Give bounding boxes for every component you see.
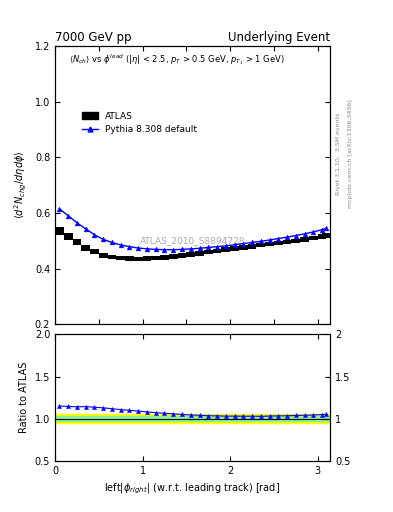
Text: Underlying Event: Underlying Event xyxy=(228,31,330,44)
Bar xyxy=(73,239,81,245)
Bar xyxy=(81,245,90,250)
Bar xyxy=(274,241,283,245)
Bar xyxy=(283,240,292,244)
Text: Rivet 3.1.10,  3.5M events: Rivet 3.1.10, 3.5M events xyxy=(336,113,341,195)
Bar xyxy=(195,251,204,255)
Bar xyxy=(116,256,125,260)
Legend: ATLAS, Pythia 8.308 default: ATLAS, Pythia 8.308 default xyxy=(81,112,197,134)
Bar xyxy=(322,233,331,238)
Bar xyxy=(230,246,239,251)
Y-axis label: Ratio to ATLAS: Ratio to ATLAS xyxy=(19,362,29,433)
Bar xyxy=(248,244,256,249)
Y-axis label: $\langle d^2 N_{chg}/d\eta d\phi \rangle$: $\langle d^2 N_{chg}/d\eta d\phi \rangle… xyxy=(13,151,29,220)
Text: $\langle N_{ch}\rangle$ vs $\phi^{lead}$ ($|\eta|$ < 2.5, $p_T$ > 0.5 GeV, $p_{T: $\langle N_{ch}\rangle$ vs $\phi^{lead}$… xyxy=(69,52,285,67)
Text: mcplots.cern.ch [arXiv:1306.3436]: mcplots.cern.ch [arXiv:1306.3436] xyxy=(348,99,353,208)
Bar xyxy=(143,257,151,261)
Bar xyxy=(265,242,274,246)
Bar xyxy=(99,253,108,258)
Bar xyxy=(151,256,160,260)
Bar xyxy=(186,252,195,257)
Bar xyxy=(125,257,134,261)
Bar xyxy=(134,257,143,261)
Bar xyxy=(204,250,213,254)
Bar xyxy=(55,416,330,421)
Bar xyxy=(90,249,99,254)
Text: ATLAS_2010_S8894728: ATLAS_2010_S8894728 xyxy=(140,237,245,245)
Bar xyxy=(55,414,330,423)
Bar xyxy=(318,234,327,239)
Bar xyxy=(178,253,186,258)
Bar xyxy=(55,227,64,235)
Bar xyxy=(160,255,169,260)
Bar xyxy=(108,254,116,259)
Bar xyxy=(64,233,73,240)
X-axis label: left$|\phi_{right}|$ (w.r.t. leading track) [rad]: left$|\phi_{right}|$ (w.r.t. leading tra… xyxy=(105,481,281,496)
Bar xyxy=(309,236,318,240)
Text: 7000 GeV pp: 7000 GeV pp xyxy=(55,31,132,44)
Bar xyxy=(256,243,265,247)
Bar xyxy=(300,237,309,242)
Bar xyxy=(292,239,300,243)
Bar xyxy=(213,249,221,253)
Bar xyxy=(239,245,248,250)
Bar xyxy=(221,247,230,252)
Bar xyxy=(169,254,178,259)
